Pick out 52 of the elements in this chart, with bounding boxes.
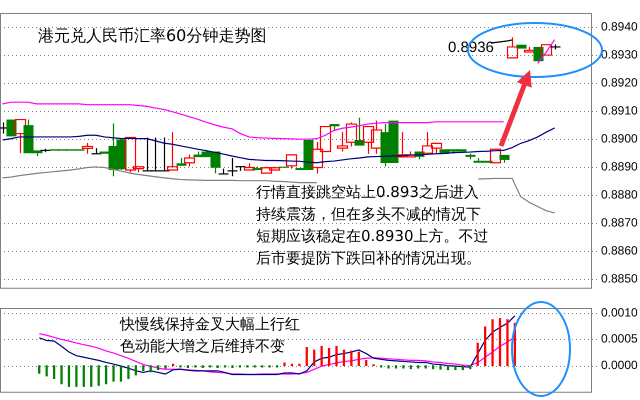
bar — [484, 326, 486, 366]
y-tick-label: 0.8900 — [601, 131, 638, 146]
bar — [134, 365, 137, 376]
candlestick — [226, 157, 238, 177]
bar — [417, 365, 420, 369]
bar — [462, 365, 464, 370]
bar — [209, 365, 212, 368]
bar — [283, 362, 286, 366]
text: 港元兑人民币汇率60分钟走势图 — [38, 26, 266, 47]
bar — [90, 365, 92, 387]
bar — [306, 346, 308, 366]
bar — [424, 365, 427, 369]
annotation: 快慢线保持金叉大幅上行红色动能大增之后维持不变 — [120, 314, 301, 357]
y-tick-label: 0.8920 — [601, 75, 638, 90]
bar — [186, 365, 189, 368]
y-tick-label: 0.8890 — [601, 160, 638, 174]
bar — [410, 365, 412, 370]
bar — [38, 365, 40, 374]
y-tick-label: 0.8930 — [601, 47, 638, 62]
bar — [150, 365, 152, 372]
bar — [254, 365, 256, 368]
bar — [365, 360, 368, 366]
annotation: 行情直接跳空站上0.893之后进入持续震荡，但在多头不减的情况下短期应该稳定在0.8930上方。不过后市要提防下跌回补的情况出现。 — [256, 182, 490, 269]
bar — [142, 365, 144, 372]
y-tick-label: 0.8910 — [601, 103, 638, 118]
y-tick-label: 0.8870 — [601, 216, 638, 230]
bar — [246, 365, 248, 368]
bar — [98, 365, 100, 386]
bar — [46, 365, 48, 376]
y-tick-label: 0.8940 — [601, 19, 638, 34]
y-tick-label: 0.8860 — [601, 244, 638, 258]
bar — [358, 352, 360, 366]
y-tick-label: 0.0000 — [601, 358, 638, 372]
bar — [469, 365, 472, 370]
bar — [313, 350, 316, 366]
candlestick — [354, 116, 364, 146]
bar — [194, 365, 196, 368]
candlestick — [166, 132, 178, 171]
bar — [157, 365, 160, 370]
candlestick — [40, 150, 52, 153]
bar — [476, 342, 479, 366]
y-tick-label: 0.0010 — [601, 306, 638, 320]
y-tick-label: 0.8850 — [601, 272, 638, 286]
y-tick-label: 0.8880 — [601, 188, 638, 202]
candlestick — [336, 132, 348, 152]
bar — [350, 350, 352, 366]
bar — [82, 365, 85, 387]
bar — [320, 346, 323, 366]
candlestick — [506, 36, 518, 58]
y-tick-label: 0.0005 — [601, 332, 638, 346]
bar — [202, 365, 204, 368]
bar — [261, 365, 264, 368]
